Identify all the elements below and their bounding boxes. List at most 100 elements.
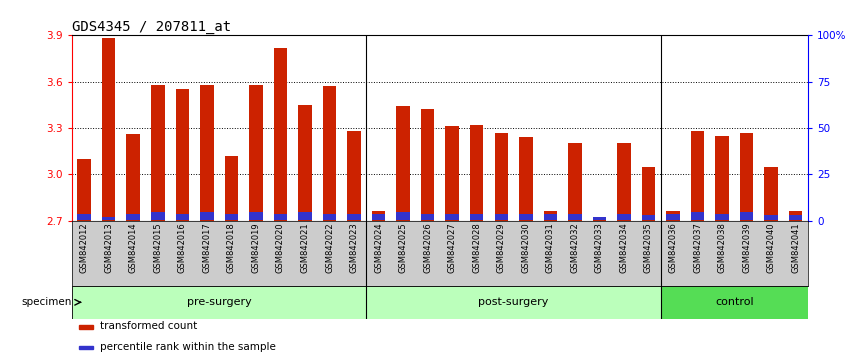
Bar	[397, 106, 409, 221]
Bar	[201, 85, 213, 221]
Bar	[151, 85, 164, 221]
Bar	[250, 85, 262, 221]
Text: GSM842016: GSM842016	[178, 223, 187, 273]
Text: GSM842029: GSM842029	[497, 223, 506, 273]
Text: GDS4345 / 207811_at: GDS4345 / 207811_at	[72, 21, 231, 34]
Text: GSM842022: GSM842022	[325, 223, 334, 273]
Text: GSM842013: GSM842013	[104, 223, 113, 273]
Bar	[661, 286, 808, 319]
Bar	[569, 143, 581, 221]
Bar	[765, 166, 777, 221]
Bar	[274, 213, 287, 220]
Bar	[366, 286, 661, 319]
Bar	[372, 213, 385, 220]
Bar	[299, 105, 311, 221]
Text: GSM842026: GSM842026	[423, 223, 432, 273]
Bar	[102, 217, 115, 220]
Bar	[716, 213, 728, 220]
Bar	[544, 213, 557, 220]
Bar	[323, 213, 336, 220]
Bar	[151, 212, 164, 220]
Bar	[421, 109, 434, 221]
Bar	[519, 213, 532, 220]
Bar	[72, 286, 366, 319]
Bar	[470, 125, 483, 221]
Text: GSM842021: GSM842021	[300, 223, 310, 273]
Bar	[569, 213, 581, 220]
Text: GSM842020: GSM842020	[276, 223, 285, 273]
Bar	[176, 213, 189, 220]
Bar	[667, 211, 679, 221]
Bar	[78, 159, 91, 221]
Bar	[642, 215, 655, 220]
Bar	[593, 217, 606, 220]
Text: GSM842040: GSM842040	[766, 223, 776, 273]
Text: GSM842025: GSM842025	[398, 223, 408, 273]
Text: GSM842038: GSM842038	[717, 223, 727, 273]
Bar	[691, 212, 704, 220]
Bar	[642, 166, 655, 221]
Text: GSM842035: GSM842035	[644, 223, 653, 273]
Text: GSM842036: GSM842036	[668, 223, 678, 273]
Bar	[544, 211, 557, 221]
Bar	[519, 137, 532, 221]
Text: transformed count: transformed count	[100, 321, 197, 331]
Bar	[765, 215, 777, 220]
Bar	[446, 126, 459, 221]
Bar	[127, 134, 140, 221]
Text: post-surgery: post-surgery	[478, 297, 549, 307]
Bar	[225, 156, 238, 221]
Bar	[127, 213, 140, 220]
Bar	[348, 131, 360, 221]
Text: GSM842034: GSM842034	[619, 223, 629, 273]
Text: GSM842031: GSM842031	[546, 223, 555, 273]
Text: GSM842033: GSM842033	[595, 223, 604, 273]
Bar	[348, 213, 360, 220]
Text: GSM842017: GSM842017	[202, 223, 212, 273]
Text: GSM842028: GSM842028	[472, 223, 481, 273]
Bar	[274, 48, 287, 221]
Text: GSM842024: GSM842024	[374, 223, 383, 273]
Bar	[102, 39, 115, 221]
Bar	[397, 212, 409, 220]
Bar	[593, 217, 606, 221]
Bar	[618, 143, 630, 221]
Text: GSM842032: GSM842032	[570, 223, 580, 273]
Text: GSM842037: GSM842037	[693, 223, 702, 273]
Bar	[789, 215, 802, 220]
Bar	[250, 212, 262, 220]
Bar	[201, 212, 213, 220]
Bar	[618, 213, 630, 220]
Text: GSM842027: GSM842027	[448, 223, 457, 273]
Bar	[470, 213, 483, 220]
Bar	[176, 90, 189, 221]
Bar	[789, 211, 802, 221]
Bar	[691, 131, 704, 221]
Text: GSM842041: GSM842041	[791, 223, 800, 273]
Bar	[667, 213, 679, 220]
Bar	[716, 136, 728, 221]
Bar	[495, 213, 508, 220]
Text: GSM842018: GSM842018	[227, 223, 236, 273]
Bar	[80, 346, 92, 349]
Text: GSM842039: GSM842039	[742, 223, 751, 273]
Bar	[80, 325, 92, 329]
Text: GSM842012: GSM842012	[80, 223, 89, 273]
Text: GSM842019: GSM842019	[251, 223, 261, 273]
Text: GSM842014: GSM842014	[129, 223, 138, 273]
Bar	[421, 213, 434, 220]
Text: specimen: specimen	[21, 297, 72, 307]
Text: GSM842015: GSM842015	[153, 223, 162, 273]
Text: GSM842030: GSM842030	[521, 223, 530, 273]
Text: control: control	[715, 297, 754, 307]
Bar	[225, 213, 238, 220]
Bar	[740, 133, 753, 221]
Bar	[323, 86, 336, 221]
Bar	[299, 212, 311, 220]
Bar	[78, 213, 91, 220]
Text: percentile rank within the sample: percentile rank within the sample	[100, 342, 276, 352]
Bar	[740, 212, 753, 220]
Bar	[446, 213, 459, 220]
Bar	[495, 133, 508, 221]
Text: GSM842023: GSM842023	[349, 223, 359, 273]
